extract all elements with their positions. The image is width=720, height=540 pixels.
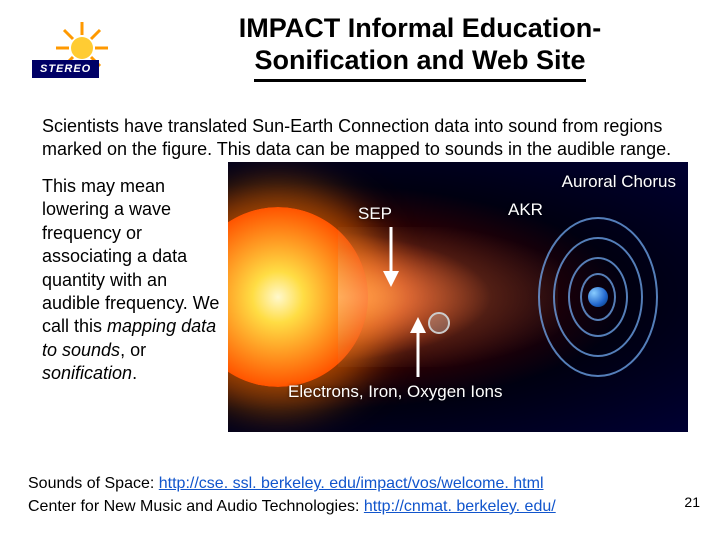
footer-label2: Center for New Music and Audio Technolog…: [28, 498, 364, 515]
sep-arrow-icon: [376, 227, 406, 287]
akr-label: AKR: [508, 200, 543, 220]
slide-title: IMPACT Informal Education- Sonification …: [155, 12, 685, 82]
cnmat-link[interactable]: http://cnmat. berkeley. edu/: [364, 498, 556, 515]
body-part2: , or: [120, 340, 146, 360]
body-part1: This may mean lowering a wave frequency …: [42, 176, 219, 336]
body-text-column: This may mean lowering a wave frequency …: [42, 175, 222, 386]
intro-text: Scientists have translated Sun-Earth Con…: [42, 115, 682, 162]
footer-line1: Sounds of Space: http://cse. ssl. berkel…: [28, 473, 688, 495]
footer-links: Sounds of Space: http://cse. ssl. berkel…: [28, 473, 688, 518]
stereo-label: STEREO: [32, 60, 99, 78]
footer-line2: Center for New Music and Audio Technolog…: [28, 496, 688, 518]
solar-wind-graphic: [338, 227, 558, 367]
stereo-logo: STEREO: [32, 18, 132, 98]
page-number: 21: [684, 494, 700, 510]
electrons-arrow-icon: [403, 317, 433, 377]
electrons-label: Electrons, Iron, Oxygen Ions: [288, 382, 503, 402]
magnetosphere-graphic: [538, 217, 658, 377]
title-line1: IMPACT Informal Education-: [239, 13, 602, 43]
title-line2: Sonification and Web Site: [254, 44, 585, 81]
body-italic2: sonification: [42, 363, 132, 383]
sounds-of-space-link[interactable]: http://cse. ssl. berkeley. edu/impact/vo…: [159, 475, 544, 492]
earth-graphic: [588, 287, 608, 307]
sep-label: SEP: [358, 204, 392, 224]
sonification-figure: SEP AKR Auroral Chorus Electrons, Iron, …: [228, 162, 688, 432]
auroral-chorus-label: Auroral Chorus: [562, 172, 676, 192]
footer-label1: Sounds of Space:: [28, 475, 159, 492]
body-part3: .: [132, 363, 137, 383]
